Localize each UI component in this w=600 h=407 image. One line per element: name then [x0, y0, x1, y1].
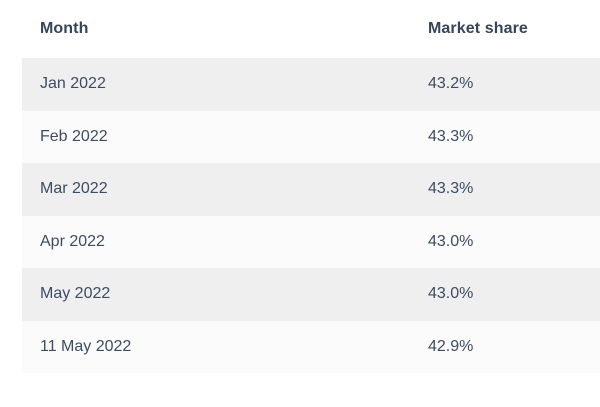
month-cell: Feb 2022 — [40, 127, 108, 145]
market-share-cell: 43.3% — [428, 127, 474, 145]
table-header-row: Month Market share — [22, 0, 600, 58]
table-row: Mar 2022 43.3% — [22, 163, 600, 216]
market-share-cell: 42.9% — [428, 337, 474, 355]
table-row: Jan 2022 43.2% — [22, 58, 600, 111]
market-share-cell: 43.0% — [428, 285, 474, 303]
month-cell: Jan 2022 — [40, 75, 106, 93]
table-row: Apr 2022 43.0% — [22, 215, 600, 268]
market-share-cell: 43.2% — [428, 75, 474, 93]
market-share-cell: 43.0% — [428, 232, 474, 250]
table-row: 11 May 2022 42.9% — [22, 320, 600, 373]
column-header-market-share: Market share — [428, 20, 528, 37]
column-header-month: Month — [40, 20, 89, 37]
market-share-cell: 43.3% — [428, 180, 474, 198]
table-row: May 2022 43.0% — [22, 268, 600, 321]
market-share-table: Month Market share Jan 2022 43.2% Feb 20… — [22, 0, 600, 373]
table-row: Feb 2022 43.3% — [22, 110, 600, 163]
month-cell: 11 May 2022 — [40, 337, 132, 355]
month-cell: May 2022 — [40, 285, 111, 303]
month-cell: Mar 2022 — [40, 180, 108, 198]
month-cell: Apr 2022 — [40, 232, 105, 250]
